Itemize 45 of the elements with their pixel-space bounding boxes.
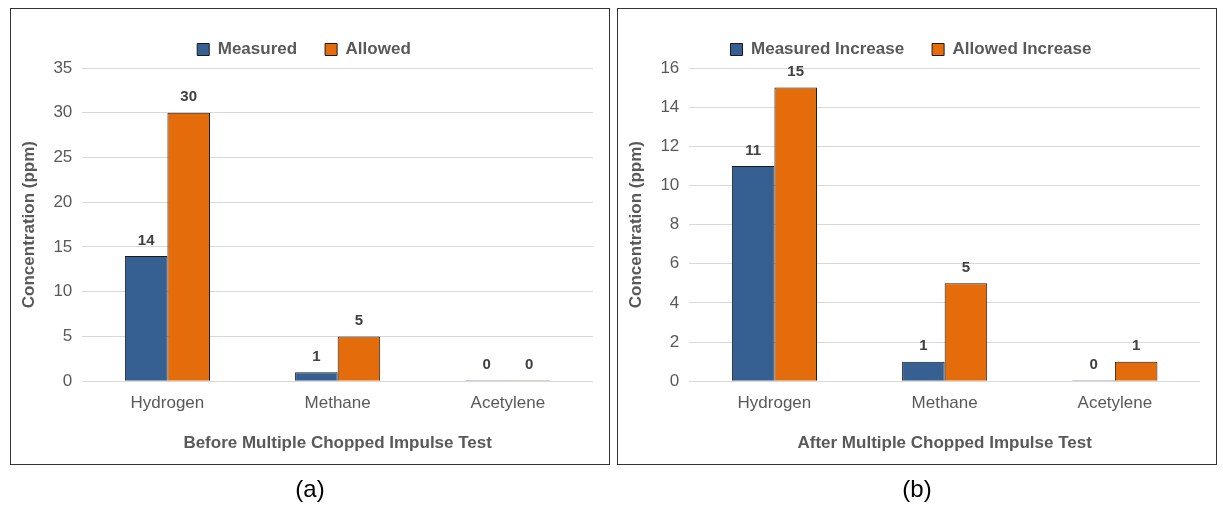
x-axis-title: After Multiple Chopped Impulse Test — [797, 433, 1093, 453]
x-axis-title: Before Multiple Chopped Impulse Test — [183, 433, 493, 453]
data-label: 11 — [745, 140, 762, 158]
y-axis-title: Concentration (ppm) — [18, 141, 38, 309]
legend-label: Allowed — [345, 39, 411, 59]
y-tick-label: 14 — [660, 96, 680, 116]
y-tick-label: 30 — [53, 102, 73, 122]
text: (a) — [294, 475, 326, 503]
y-tick-label: 5 — [62, 326, 73, 346]
y-tick-label: 12 — [660, 135, 680, 155]
y-axis-title: Concentration (ppm) — [625, 141, 645, 309]
legend-label: Allowed Increase — [952, 39, 1092, 59]
data-label: 1 — [1131, 336, 1141, 354]
data-label: 0 — [1089, 354, 1098, 372]
y-tick-label: 0 — [669, 370, 680, 390]
legend-label: Measured — [217, 39, 298, 59]
y-tick-label: 25 — [53, 147, 73, 167]
y-tick-label: 15 — [53, 236, 73, 256]
y-tick-label: 0 — [62, 370, 73, 390]
data-label: 15 — [787, 62, 805, 80]
data-label: 30 — [180, 87, 198, 105]
data-label: 0 — [524, 354, 534, 372]
y-tick-label: 10 — [660, 175, 680, 195]
y-tick-label: 16 — [660, 57, 680, 77]
data-label: 1 — [312, 346, 321, 364]
y-tick-label: 2 — [669, 331, 680, 351]
x-tick-label: Acetylene — [470, 393, 546, 413]
data-label: 1 — [919, 336, 928, 354]
x-tick-label: Methane — [911, 393, 978, 413]
y-tick-label: 20 — [53, 191, 73, 211]
legend-label: Measured Increase — [751, 39, 905, 59]
x-tick-label: Methane — [304, 393, 371, 413]
y-tick-label: 8 — [669, 214, 680, 234]
data-label: 5 — [961, 257, 971, 275]
y-tick-label: 35 — [53, 57, 73, 77]
y-tick-label: 10 — [53, 281, 73, 301]
y-tick-label: 4 — [669, 292, 680, 312]
x-tick-label: Hydrogen — [737, 393, 812, 413]
x-tick-label: Hydrogen — [130, 393, 205, 413]
y-tick-label: 6 — [669, 253, 680, 273]
data-label: 0 — [482, 354, 491, 372]
data-label: 5 — [354, 311, 364, 329]
x-tick-label: Acetylene — [1077, 393, 1153, 413]
text: (b) — [901, 475, 933, 503]
data-label: 14 — [137, 230, 156, 248]
